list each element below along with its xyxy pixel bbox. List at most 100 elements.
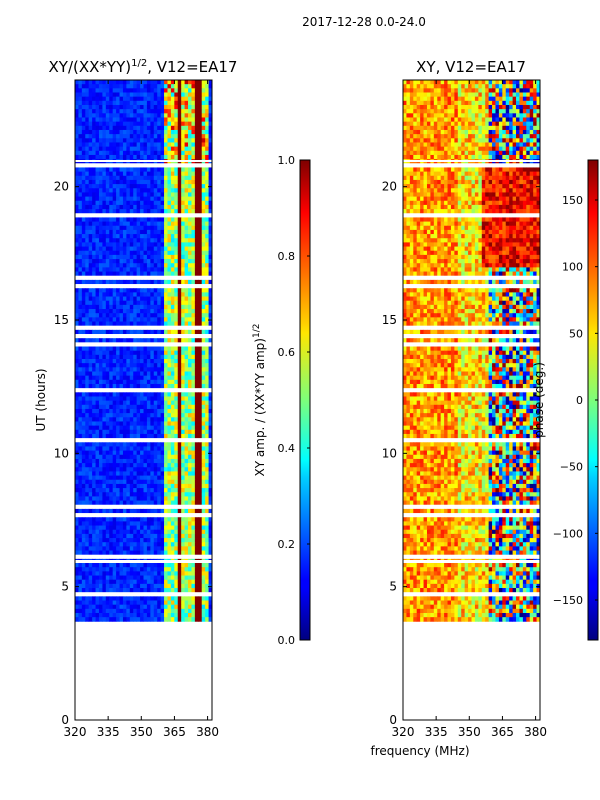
- heat-cell: [136, 583, 141, 589]
- heat-cell: [457, 88, 462, 93]
- heat-cell: [98, 117, 103, 123]
- heat-cell: [109, 429, 114, 435]
- heat-cell: [105, 400, 110, 406]
- heat-cell: [174, 296, 179, 302]
- heat-cell: [184, 613, 189, 618]
- heat-cell: [188, 433, 192, 439]
- heat-cell: [88, 121, 93, 127]
- heat-cell: [167, 338, 172, 343]
- heat-cell: [129, 408, 134, 414]
- heat-cell: [488, 88, 493, 93]
- heat-cell: [181, 150, 185, 156]
- heat-cell: [133, 175, 138, 181]
- heat-cell: [191, 109, 196, 114]
- heat-cell: [143, 121, 148, 127]
- heat-cell: [160, 579, 165, 585]
- heat-cell: [126, 84, 131, 89]
- heat-cell: [119, 450, 124, 456]
- heat-cell: [519, 100, 524, 106]
- heat-cell: [167, 225, 172, 231]
- heat-cell: [181, 204, 185, 210]
- heat-cell: [126, 613, 131, 618]
- heat-cell: [146, 175, 151, 181]
- heat-cell: [88, 617, 93, 622]
- heat-cell: [95, 354, 100, 360]
- heat-cell: [174, 338, 179, 343]
- heat-cell: [129, 109, 134, 114]
- heat-cell: [95, 575, 100, 581]
- heat-cell: [160, 321, 165, 327]
- heat-cell: [126, 442, 131, 447]
- heat-cell: [92, 375, 96, 381]
- heat-cell: [464, 100, 469, 106]
- heat-cell: [133, 392, 138, 397]
- heat-cell: [109, 442, 114, 447]
- heat-cell: [98, 167, 103, 173]
- heat-cell: [522, 88, 527, 93]
- heat-cell: [126, 225, 131, 231]
- heat-cell: [129, 508, 134, 514]
- heat-cell: [198, 196, 203, 202]
- heat-cell: [160, 104, 165, 110]
- heat-cell: [85, 508, 90, 514]
- heat-cell: [122, 329, 127, 335]
- heat-cell: [191, 92, 196, 98]
- heat-cell: [153, 471, 158, 476]
- heat-cell: [188, 92, 192, 98]
- heat-cell: [205, 392, 209, 397]
- heat-cell: [126, 221, 131, 227]
- heat-cell: [136, 538, 141, 543]
- heat-cell: [188, 613, 192, 618]
- heat-cell: [160, 408, 165, 414]
- heat-cell: [95, 196, 100, 202]
- heat-cell: [75, 109, 79, 114]
- heat-cell: [95, 475, 100, 481]
- heat-cell: [181, 229, 185, 235]
- heat-cell: [512, 96, 517, 102]
- heat-cell: [526, 84, 531, 89]
- heat-cell: [105, 608, 110, 614]
- heat-cell: [105, 125, 110, 131]
- heat-cell: [95, 88, 100, 93]
- heat-cell: [208, 138, 213, 143]
- heat-cell: [109, 80, 114, 85]
- heat-cell: [122, 171, 127, 177]
- heat-cell: [177, 588, 182, 593]
- heat-cell: [177, 442, 182, 447]
- heat-cell: [201, 300, 206, 306]
- heat-cell: [98, 242, 103, 247]
- heat-cell: [88, 567, 93, 572]
- heat-cell: [136, 471, 141, 476]
- heat-cell: [198, 608, 203, 614]
- heat-cell: [102, 596, 107, 601]
- heat-cell: [153, 113, 158, 118]
- heat-cell: [81, 429, 86, 435]
- heat-cell: [85, 279, 90, 285]
- heat-cell: [174, 92, 179, 98]
- heat-cell: [208, 142, 213, 148]
- heat-cell: [143, 192, 148, 197]
- heat-cell: [109, 400, 114, 406]
- heat-cell: [109, 392, 114, 397]
- heat-cell: [164, 225, 168, 231]
- heat-cell: [143, 296, 148, 302]
- heat-cell: [129, 96, 134, 102]
- heat-cell: [119, 521, 124, 526]
- heat-cell: [160, 600, 165, 606]
- heat-cell: [92, 238, 96, 243]
- heat-cell: [102, 567, 107, 572]
- heat-cell: [92, 229, 96, 235]
- heat-cell: [160, 138, 165, 143]
- heat-cell: [174, 234, 179, 239]
- heat-cell: [526, 92, 531, 98]
- heat-cell: [98, 383, 103, 389]
- heat-cell: [430, 96, 435, 102]
- heat-cell: [75, 267, 79, 272]
- heat-cell: [133, 454, 138, 460]
- heat-cell: [78, 96, 83, 102]
- heat-cell: [116, 567, 120, 572]
- heat-cell: [181, 279, 185, 285]
- heat-cell: [95, 433, 100, 439]
- heat-cell: [109, 271, 114, 277]
- heat-cell: [98, 450, 103, 456]
